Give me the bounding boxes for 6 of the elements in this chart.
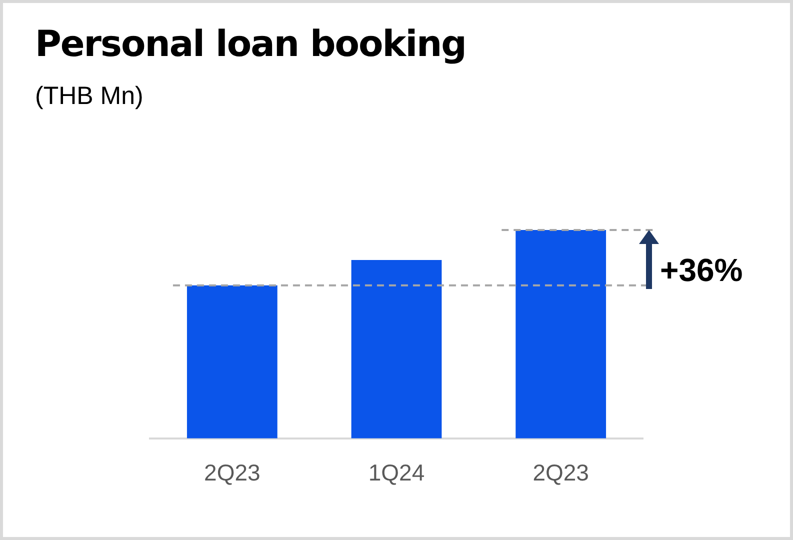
x-tick-label: 1Q24 — [368, 460, 425, 486]
x-tick-label: 2Q23 — [532, 460, 589, 486]
text: +36% — [660, 252, 743, 289]
chart-subtitle: (THB Mn) — [35, 82, 144, 111]
chart-title: Personal loan booking — [35, 24, 466, 65]
x-tick-label: 2Q23 — [204, 460, 260, 486]
